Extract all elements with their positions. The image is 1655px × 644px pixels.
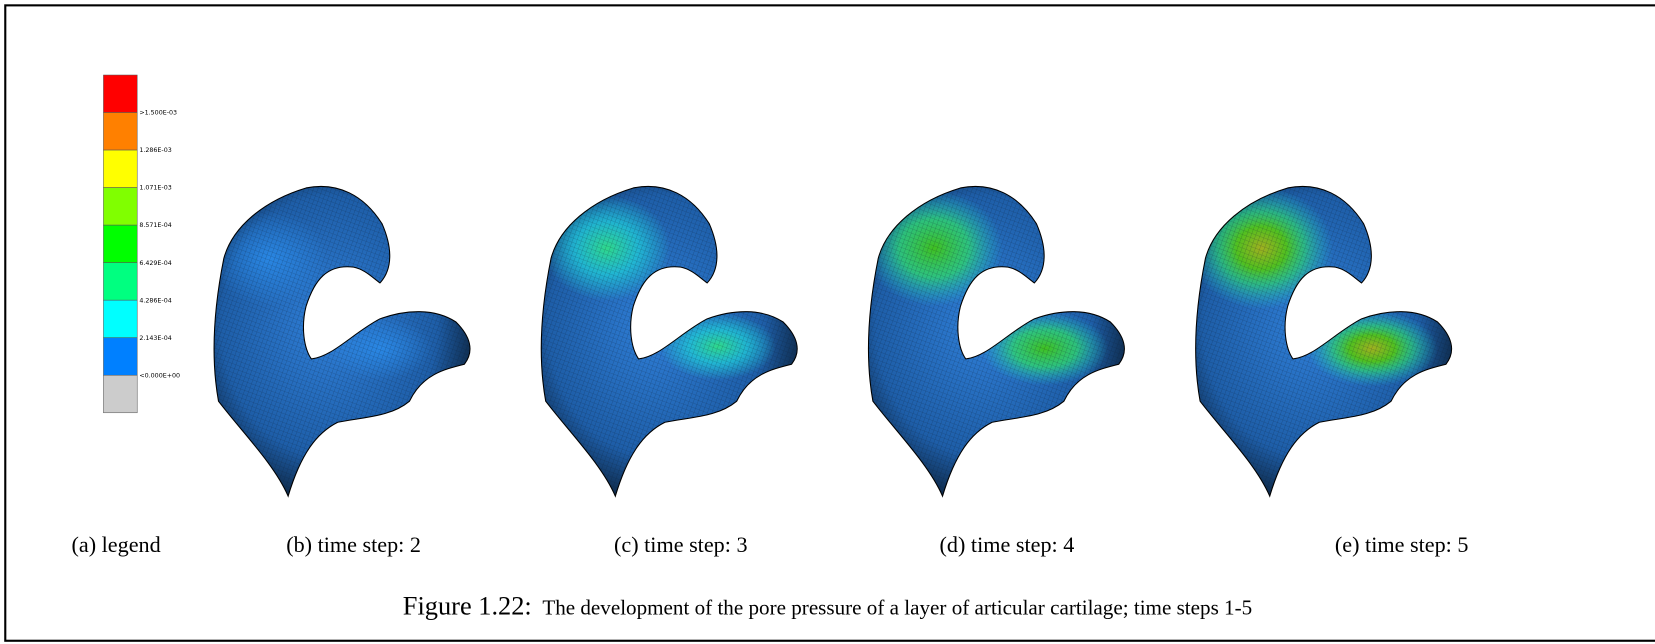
render-b xyxy=(211,186,470,496)
legend-swatch xyxy=(103,338,137,376)
legend-label: <0.000E+00 xyxy=(139,372,180,379)
legend-swatch xyxy=(103,113,137,151)
legend-swatch xyxy=(103,375,137,413)
subcaption: (c) time step: 3 xyxy=(614,532,748,557)
legend-label: 6.429E-04 xyxy=(139,260,171,267)
legend-label: 8.571E-04 xyxy=(139,222,171,229)
legend-swatch xyxy=(103,263,137,301)
legend-swatch xyxy=(103,75,137,113)
caption-text: The development of the pore pressure of … xyxy=(542,595,1252,619)
figure: Figure 1.22: The development of the pore … xyxy=(0,0,1655,644)
legend-swatch xyxy=(103,188,137,226)
render-e xyxy=(1190,186,1452,496)
subcaption: (b) time step: 2 xyxy=(286,532,421,557)
legend-label: 2.143E-04 xyxy=(139,335,171,342)
legend-swatch xyxy=(103,300,137,338)
legend-label: 1.071E-03 xyxy=(139,185,171,192)
render-c xyxy=(541,186,797,496)
subcaption: (a) legend xyxy=(72,532,161,557)
legend-swatch xyxy=(103,150,137,188)
subcaption: (e) time step: 5 xyxy=(1335,532,1469,557)
legend-swatch xyxy=(103,225,137,263)
caption: Figure 1.22: The development of the pore … xyxy=(403,590,1252,620)
legend-label: >1.500E-03 xyxy=(139,110,177,117)
legend-label: 1.286E-03 xyxy=(139,147,171,154)
render-d xyxy=(865,186,1124,496)
caption-number: Figure 1.22: xyxy=(403,590,532,620)
legend-label: 4.286E-04 xyxy=(139,297,171,304)
subcaption: (d) time step: 4 xyxy=(940,532,1075,557)
